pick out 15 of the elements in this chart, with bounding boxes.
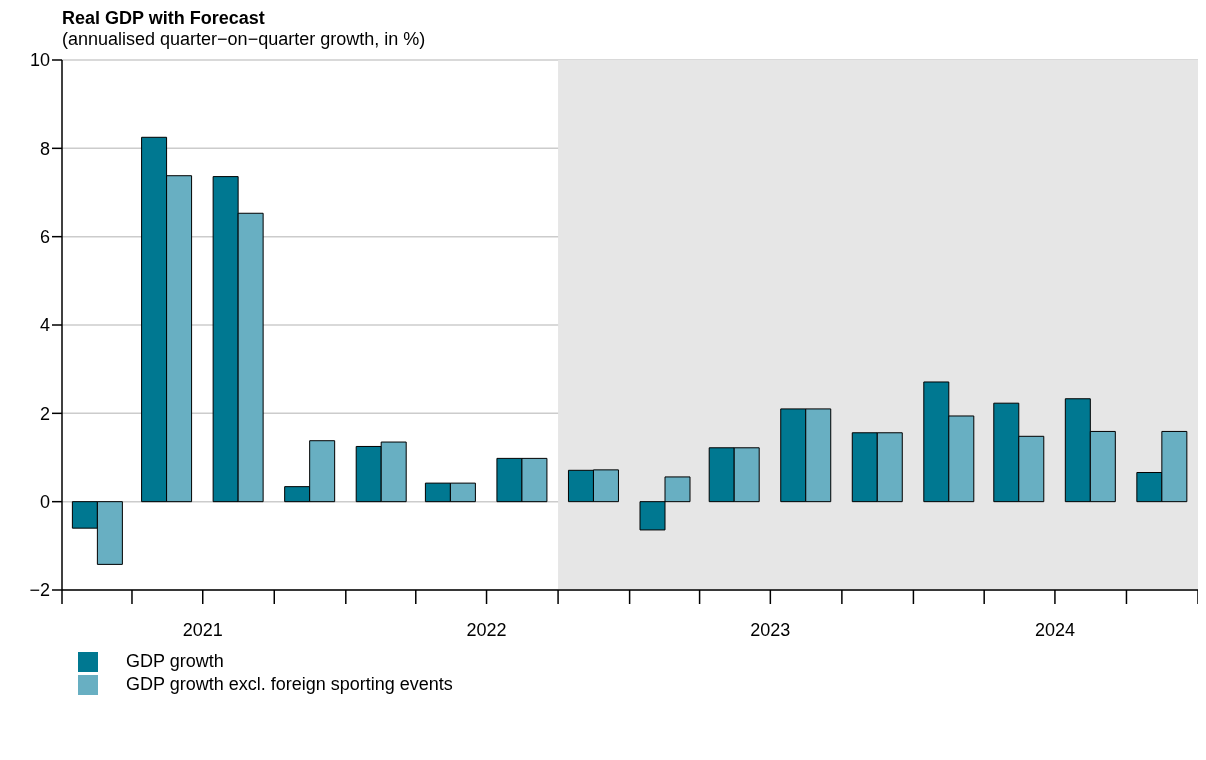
y-tick-label: 6 [39, 227, 50, 248]
y-tick-label: 0 [39, 492, 50, 513]
y-tick-label: −2 [29, 580, 50, 601]
legend-label: GDP growth excl. foreign sporting events [126, 673, 453, 696]
y-tick-label: 2 [39, 403, 50, 424]
y-tick-label: 10 [29, 50, 50, 71]
chart-title: Real GDP with Forecast [62, 8, 266, 29]
legend-label: GDP growth [126, 650, 224, 673]
chart-subtitle: (annualised quarter−on−quarter growth, in %) [62, 29, 427, 50]
y-tick-label: 8 [39, 138, 50, 159]
x-tick-label: 2024 [1034, 620, 1075, 640]
x-tick-label: 2021 [182, 620, 223, 640]
x-tick-label: 2022 [466, 620, 507, 640]
y-tick-label: 4 [39, 315, 50, 336]
x-tick-label: 2023 [750, 620, 791, 640]
